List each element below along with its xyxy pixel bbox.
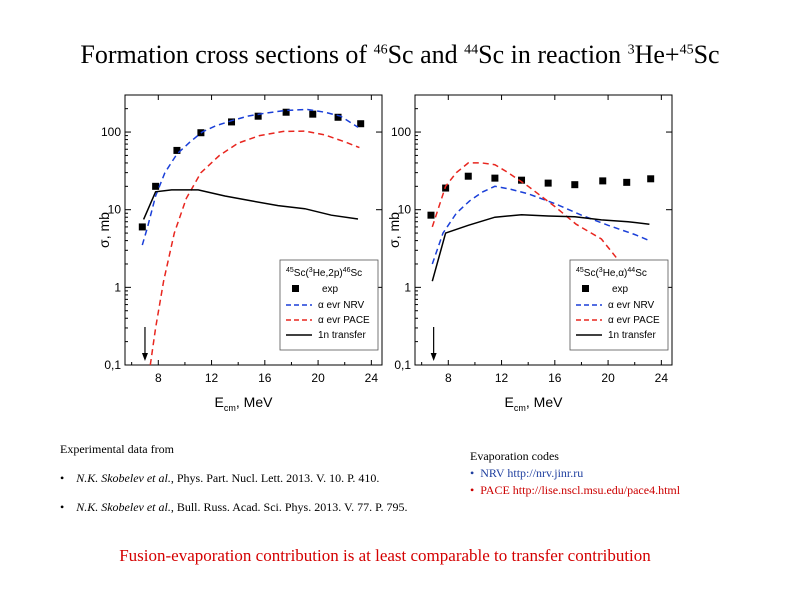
pace-curve	[149, 130, 360, 366]
page-title: Formation cross sections of 46Sc and 44S…	[80, 40, 720, 69]
exp-point	[138, 223, 146, 231]
exp-point	[427, 211, 435, 219]
legend-title: 45Sc(3He,2p)46Sc	[286, 267, 362, 279]
legend-label-exp: exp	[322, 284, 339, 295]
x-tick-label: 16	[548, 371, 562, 385]
exp-point	[334, 113, 342, 121]
x-tick-label: 8	[445, 371, 452, 385]
exp-point	[309, 110, 317, 118]
x-tick-label: 24	[365, 371, 379, 385]
pace-link[interactable]: • PACE http://lise.nscl.msu.edu/pace4.ht…	[470, 483, 681, 497]
references-heading: Experimental data from	[60, 442, 174, 456]
exp-point	[518, 176, 526, 184]
legend-label-exp: exp	[612, 284, 629, 295]
nrv-curve	[431, 185, 650, 265]
chart-44sc: 8 12 16 20 24 0,1 1 10 100 Ecm, MeV σ, mb 45Sc(3He,…	[386, 94, 673, 413]
legend-label-nrv: α evr NRV	[608, 300, 654, 311]
x-tick-label: 12	[495, 371, 509, 385]
legend-title: 45Sc(3He,α)44Sc	[576, 267, 647, 279]
evaporation-heading: Evaporation codes	[470, 449, 559, 463]
y-tick-label: 1	[114, 280, 121, 294]
x-tick-label: 16	[258, 371, 272, 385]
threshold-arrow-head	[430, 353, 437, 361]
exp-point	[599, 177, 607, 185]
legend-label-pace: α evr PACE	[318, 315, 370, 326]
legend-label-pace: α evr PACE	[608, 315, 660, 326]
x-axis-title: Ecm, MeV	[215, 394, 274, 413]
y-tick-label: 1	[404, 280, 411, 294]
y-tick-label: 100	[101, 125, 121, 139]
evaporation-codes: Evaporation codes • NRV http://nrv.jinr.…	[470, 448, 790, 499]
x-tick-label: 20	[601, 371, 615, 385]
legend-label-transfer: 1n transfer	[318, 330, 366, 341]
reference-1: • N.K. Skobelev et al., Phys. Part. Nucl…	[60, 471, 380, 485]
exp-point	[623, 178, 631, 186]
y-axis-title: σ, mb	[96, 212, 112, 248]
legend-label-transfer: 1n transfer	[608, 330, 656, 341]
exp-point	[571, 181, 579, 189]
transfer-curve	[142, 189, 359, 220]
exp-point	[282, 108, 290, 116]
plot-frame	[414, 94, 673, 366]
legend-exp-marker	[582, 285, 589, 292]
x-tick-label: 12	[205, 371, 219, 385]
exp-point	[544, 179, 552, 187]
y-tick-label: 10	[108, 203, 122, 217]
y-tick-label: 10	[398, 203, 412, 217]
references-block: Experimental data from • N.K. Skobelev e…	[60, 442, 460, 529]
legend-label-nrv: α evr NRV	[318, 300, 364, 311]
y-axis-title: σ, mb	[386, 212, 402, 248]
threshold-arrow-head	[141, 353, 148, 361]
transfer-curve	[431, 214, 650, 282]
x-axis-title: Ecm, MeV	[505, 394, 564, 413]
legend-exp-marker	[292, 285, 299, 292]
pace-curve	[431, 162, 651, 315]
exp-point	[152, 182, 160, 190]
plot-frame	[124, 94, 383, 366]
exp-point	[228, 118, 236, 126]
nrv-curve	[141, 108, 359, 246]
exp-point	[464, 172, 472, 180]
nrv-link[interactable]: • NRV http://nrv.jinr.ru	[470, 466, 584, 480]
exp-point	[491, 174, 499, 182]
exp-point	[357, 120, 365, 128]
x-tick-label: 20	[311, 371, 325, 385]
y-tick-label: 100	[391, 125, 411, 139]
x-tick-label: 24	[655, 371, 669, 385]
exp-point	[173, 146, 181, 154]
exp-point	[647, 175, 655, 183]
y-tick-label: 0,1	[104, 358, 121, 372]
exp-point	[254, 112, 262, 120]
y-tick-label: 0,1	[394, 358, 411, 372]
x-tick-label: 8	[155, 371, 162, 385]
reference-2: • N.K. Skobelev et al., Bull. Russ. Acad…	[60, 500, 408, 514]
conclusion-text: Fusion-evaporation contribution is at le…	[119, 546, 651, 565]
chart-46sc: 8 12 16 20 24 0,1 1 10 100 Ecm, MeV σ, mb 45Sc(3He,…	[96, 94, 383, 413]
